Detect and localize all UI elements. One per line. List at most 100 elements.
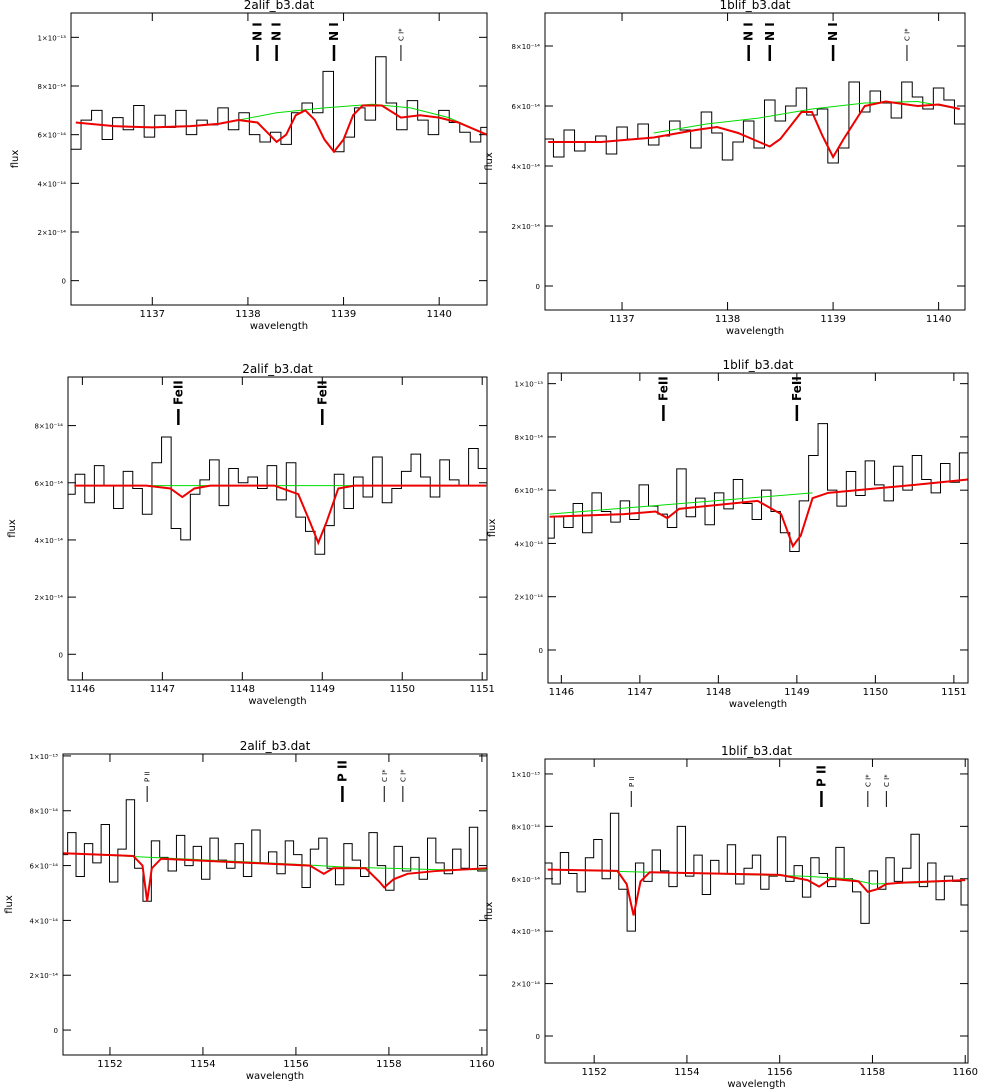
chart-title: 1blif_b3.dat — [720, 0, 791, 12]
line-label: FeII — [790, 376, 804, 401]
x-axis-label: wavelength — [727, 1079, 785, 1089]
y-tick-label: 8×10⁻¹⁴ — [29, 808, 58, 816]
panel: 2alif_b3.dat wavelength flux 1137 1138 1139 11… — [10, 0, 488, 332]
y-axis-label: flux — [487, 519, 498, 538]
y-tick-label: 1×10⁻¹³ — [511, 771, 540, 779]
model-line — [75, 104, 487, 154]
x-axis-label: wavelength — [726, 326, 784, 337]
line-label: C I* — [399, 769, 407, 782]
x-tick-label: 1139 — [331, 309, 356, 320]
y-tick-label: 6×10⁻¹⁴ — [34, 480, 63, 488]
panel: 1blif_b3.dat wavelength flux 1146 1147 1148 11… — [487, 358, 969, 710]
y-tick-label: 8×10⁻¹⁴ — [511, 43, 540, 51]
y-tick-label: 2×10⁻¹⁴ — [514, 594, 543, 602]
line-label: FeII — [315, 380, 329, 405]
x-tick-label: 1148 — [230, 684, 255, 695]
y-tick-label: 2×10⁻¹⁴ — [29, 972, 58, 980]
panel: 1blif_b3.dat wavelength flux 1152 1154 1156 11… — [484, 744, 978, 1089]
y-tick-label: 2×10⁻¹⁴ — [511, 981, 540, 989]
y-tick-label: 0 — [536, 1033, 540, 1041]
y-tick-label: 8×10⁻¹⁴ — [511, 823, 540, 831]
x-tick-label: 1156 — [767, 1067, 792, 1078]
panel: 2alif_b3.dat wavelength flux 1146 1147 1148 11… — [7, 362, 495, 707]
x-tick-label: 1152 — [97, 1059, 122, 1070]
x-tick-label: 1138 — [235, 309, 260, 320]
spectrum — [68, 436, 487, 555]
y-tick-label: 8×10⁻¹⁴ — [37, 83, 66, 91]
x-tick-label: 1137 — [609, 314, 634, 325]
x-tick-label: 1156 — [283, 1059, 308, 1070]
line-label: P II — [628, 776, 636, 787]
x-tick-label: 1137 — [140, 309, 165, 320]
x-tick-label: 1139 — [820, 314, 845, 325]
y-tick-label: 0 — [62, 278, 66, 286]
x-tick-label: 1158 — [376, 1059, 401, 1070]
x-tick-label: 1147 — [150, 684, 175, 695]
plot-frame — [544, 758, 969, 1064]
plot-area — [71, 56, 487, 154]
line-label: N I — [250, 22, 264, 41]
y-tick-label: 2×10⁻¹⁴ — [37, 229, 66, 237]
y-tick-label: 0 — [536, 283, 540, 291]
model-line — [653, 100, 960, 134]
y-axis-label: flux — [10, 150, 21, 169]
x-axis-label: wavelength — [248, 696, 306, 707]
y-tick-label: 1×10⁻¹³ — [514, 381, 543, 389]
x-tick-label: 1154 — [190, 1059, 215, 1070]
y-tick-label: 6×10⁻¹⁴ — [511, 876, 540, 884]
chart-title: 2alif_b3.dat — [242, 362, 313, 376]
x-tick-label: 1154 — [674, 1067, 699, 1078]
line-label: C I* — [883, 774, 891, 787]
y-tick-label: 4×10⁻¹⁴ — [29, 917, 58, 925]
x-tick-label: 1148 — [706, 687, 731, 698]
model-line — [547, 868, 966, 916]
y-tick-label: 8×10⁻¹⁴ — [514, 434, 543, 442]
x-tick-label: 1149 — [310, 684, 335, 695]
line-label: C I* — [381, 769, 389, 782]
plot-area — [545, 81, 965, 164]
y-tick-label: 6×10⁻¹⁴ — [511, 103, 540, 111]
y-axis-label: flux — [7, 519, 18, 538]
y-axis-label: flux — [484, 902, 495, 921]
line-label: P II — [144, 771, 152, 782]
x-axis-label: wavelength — [250, 321, 308, 332]
x-axis-label: wavelength — [729, 699, 787, 710]
line-label: N I — [327, 22, 341, 41]
line-label: FeII — [171, 380, 185, 405]
plot-frame — [547, 372, 969, 684]
model-line — [548, 100, 960, 160]
chart-title: 2alif_b3.dat — [244, 0, 315, 12]
y-tick-label: 2×10⁻¹⁴ — [511, 223, 540, 231]
x-tick-label: 1151 — [941, 687, 966, 698]
x-tick-label: 1160 — [469, 1059, 494, 1070]
chart-title: 2alif_b3.dat — [240, 739, 311, 753]
line-label: N I — [270, 22, 284, 41]
y-tick-label: 8×10⁻¹⁴ — [34, 423, 63, 431]
plot-frame — [67, 376, 488, 681]
y-tick-label: 1×10⁻¹³ — [37, 34, 66, 42]
y-tick-label: 4×10⁻¹⁴ — [34, 537, 63, 545]
y-tick-label: 6×10⁻¹⁴ — [29, 863, 58, 871]
spectrum — [545, 81, 965, 164]
panel: 1blif_b3.dat wavelength flux 1137 1138 1139 11… — [484, 0, 966, 337]
y-axis-label: flux — [4, 895, 15, 914]
model-line — [549, 478, 968, 549]
y-tick-label: 2×10⁻¹⁴ — [34, 594, 63, 602]
panel: 2alif_b3.dat wavelength flux 1152 1154 1156 11… — [4, 739, 495, 1082]
plot-frame — [544, 12, 966, 311]
y-tick-label: 0 — [59, 651, 63, 659]
spectrum — [545, 812, 968, 932]
x-tick-label: 1150 — [863, 687, 888, 698]
plot-frame — [70, 12, 488, 306]
x-tick-label: 1140 — [926, 314, 951, 325]
line-label: C I* — [397, 28, 405, 41]
x-axis-label: wavelength — [246, 1071, 304, 1082]
line-label: N I — [742, 22, 756, 41]
plot-frame — [62, 753, 488, 1056]
line-label: N I — [826, 22, 840, 41]
line-label: N I — [763, 22, 777, 41]
y-tick-label: 4×10⁻¹⁴ — [37, 180, 66, 188]
line-label: P II — [814, 765, 828, 787]
